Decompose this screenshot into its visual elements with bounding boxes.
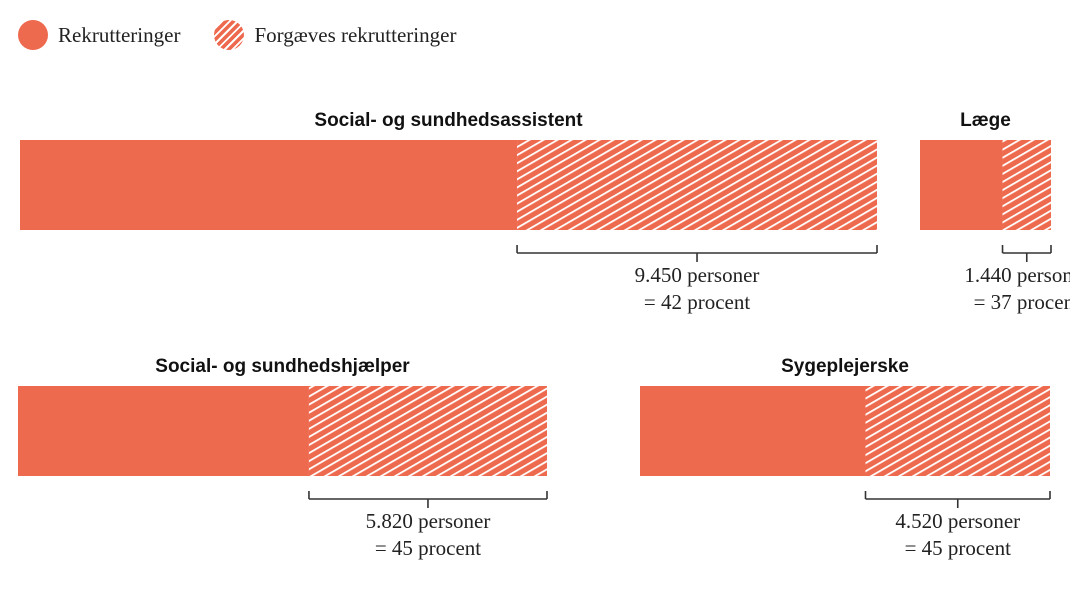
legend: Rekrutteringer Forgæves rekrutteringer bbox=[18, 20, 490, 50]
annotation-percent-social-og-sundhedshjaelper: = 45 procent bbox=[375, 536, 481, 560]
annotation-persons-sygeplejerske: 4.520 personer bbox=[895, 509, 1020, 533]
bar-segment-recruitments-sygeplejerske bbox=[640, 386, 866, 476]
legend-swatch-solid bbox=[18, 20, 48, 50]
annotation-persons-laege: 1.440 personer bbox=[964, 263, 1070, 287]
bar-segment-failed-social-og-sundhedshjaelper bbox=[308, 386, 547, 476]
bar-segment-failed-sygeplejerske bbox=[865, 386, 1050, 476]
bar-segment-recruitments-laege bbox=[920, 140, 1003, 230]
legend-item-recruitments: Rekrutteringer bbox=[18, 20, 180, 50]
bar-title-sygeplejerske: Sygeplejerske bbox=[781, 356, 909, 377]
legend-item-failed-recruitments: Forgæves rekrutteringer bbox=[214, 20, 456, 50]
legend-label-recruitments: Rekrutteringer bbox=[58, 22, 181, 47]
bar-segment-recruitments-social-og-sundhedshjaelper bbox=[18, 386, 309, 476]
annotation-percent-sygeplejerske: = 45 procent bbox=[905, 536, 1011, 560]
annotation-persons-social-og-sundhedsassistent: 9.450 personer bbox=[635, 263, 760, 287]
bar-title-laege: Læge bbox=[960, 110, 1011, 131]
annotation-percent-social-og-sundhedsassistent: = 42 procent bbox=[644, 290, 750, 314]
bar-title-social-og-sundhedshjaelper: Social- og sundhedshjælper bbox=[155, 356, 410, 377]
bar-segment-failed-laege bbox=[1002, 140, 1051, 230]
legend-label-failed-recruitments: Forgæves rekrutteringer bbox=[254, 22, 457, 47]
bar-segment-failed-social-og-sundhedsassistent bbox=[517, 140, 877, 230]
bar-segment-recruitments-social-og-sundhedsassistent bbox=[20, 140, 518, 230]
legend-swatch-hatched bbox=[214, 20, 245, 50]
bar-title-social-og-sundhedsassistent: Social- og sundhedsassistent bbox=[314, 110, 583, 131]
annotation-persons-social-og-sundhedshjaelper: 5.820 personer bbox=[366, 509, 491, 533]
annotation-percent-laege: = 37 procent bbox=[974, 290, 1070, 314]
